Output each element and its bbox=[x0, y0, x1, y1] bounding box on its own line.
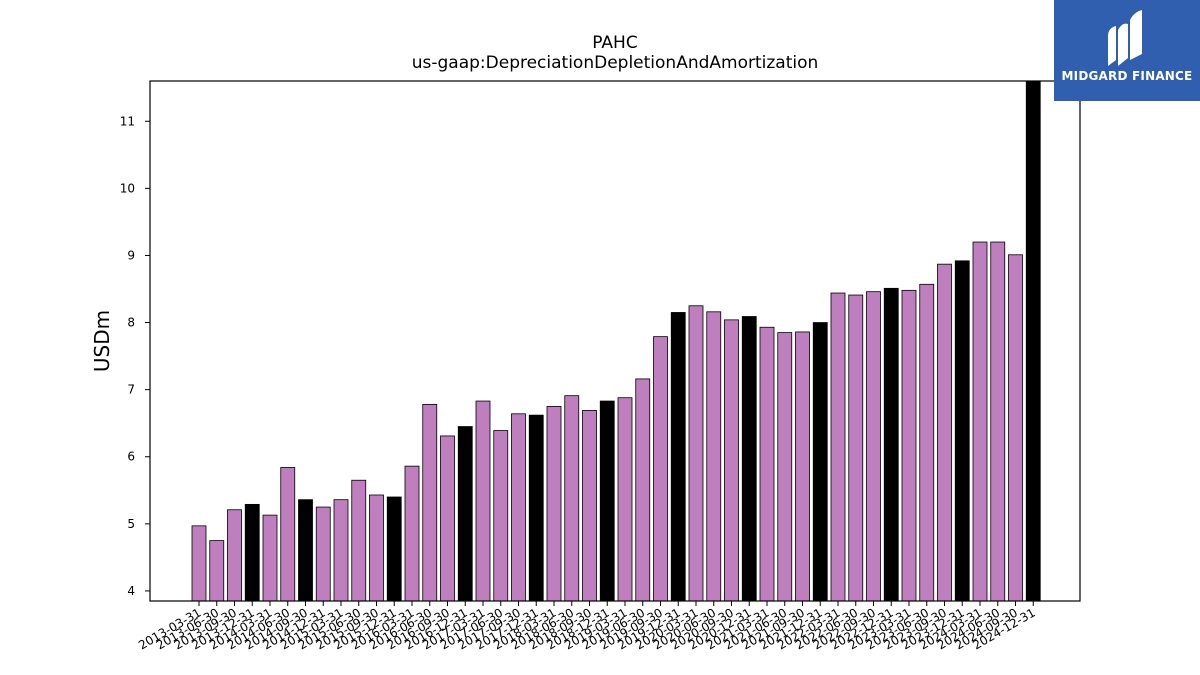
bar-2024-06-30 bbox=[990, 241, 1006, 602]
logo-mark-icon bbox=[1108, 10, 1142, 67]
bar-2022-09-30 bbox=[866, 291, 881, 602]
bar-2016-06-30 bbox=[422, 404, 438, 602]
bar-2014-12-31 bbox=[315, 506, 331, 602]
bar-2014-06-30 bbox=[280, 467, 296, 602]
bar-2020-09-30 bbox=[724, 319, 739, 602]
bar-2015-12-31 bbox=[386, 496, 402, 602]
bar-2017-03-31 bbox=[475, 400, 491, 602]
bar-2015-09-30 bbox=[369, 494, 384, 602]
bar-2018-12-31 bbox=[599, 400, 615, 602]
bar-2017-09-30 bbox=[511, 413, 526, 602]
bar-2019-06-30 bbox=[635, 378, 651, 602]
bar-2021-12-31 bbox=[812, 322, 828, 602]
bar-2017-06-30 bbox=[493, 430, 509, 602]
bar-2024-12-31 bbox=[1025, 80, 1041, 602]
bar-2019-03-31 bbox=[617, 397, 633, 602]
logo-text: MIDGARD FINANCE bbox=[1061, 69, 1193, 83]
chart-subtitle: us-gaap:DepreciationDepletionAndAmortiza… bbox=[412, 53, 819, 73]
bar-2022-03-31 bbox=[830, 292, 846, 602]
bar-2020-06-30 bbox=[706, 311, 722, 602]
bar-2014-09-30 bbox=[298, 499, 313, 602]
bar-2017-12-31 bbox=[528, 414, 544, 602]
bar-2016-09-30 bbox=[440, 435, 455, 602]
bar-2023-06-30 bbox=[919, 283, 935, 602]
bar-2015-03-31 bbox=[333, 499, 349, 602]
bars-group bbox=[191, 80, 1041, 602]
bar-2018-09-30 bbox=[582, 410, 597, 602]
y-tick-label: 7 bbox=[127, 383, 135, 397]
bar-2023-12-31 bbox=[954, 260, 970, 602]
bar-2021-06-30 bbox=[777, 332, 793, 602]
bar-2024-09-30 bbox=[1008, 254, 1023, 602]
bar-2023-03-31 bbox=[901, 289, 917, 602]
brand-logo: MIDGARD FINANCE bbox=[1054, 0, 1200, 101]
bar-2024-03-31 bbox=[972, 241, 988, 602]
bar-2019-09-30 bbox=[653, 336, 668, 602]
bar-2016-03-31 bbox=[404, 465, 420, 602]
bar-2018-06-30 bbox=[564, 395, 580, 602]
y-tick-label: 11 bbox=[120, 114, 135, 128]
y-tick-label: 6 bbox=[127, 450, 135, 464]
y-tick-label: 9 bbox=[127, 248, 135, 262]
bar-2015-06-30 bbox=[351, 479, 367, 602]
bar-2013-12-31 bbox=[244, 503, 260, 602]
bar-2014-03-31 bbox=[262, 514, 278, 602]
y-axis-label: USDm bbox=[90, 310, 114, 372]
bar-2020-12-31 bbox=[741, 316, 757, 602]
y-tick-label: 5 bbox=[127, 517, 135, 531]
bar-2018-03-31 bbox=[546, 406, 562, 602]
bar-2013-09-30 bbox=[227, 509, 242, 602]
y-tick-label: 4 bbox=[127, 584, 135, 598]
bar-2013-03-31 bbox=[191, 525, 207, 602]
bar-2022-12-31 bbox=[883, 287, 899, 602]
x-axis: 2013-03-312013-06-302013-09-302013-12-31… bbox=[136, 601, 1038, 652]
bar-2016-12-31 bbox=[457, 426, 473, 602]
y-tick-label: 10 bbox=[120, 181, 135, 195]
bar-2021-09-30 bbox=[795, 331, 810, 602]
chart-title: PAHC bbox=[592, 33, 637, 53]
y-tick-label: 8 bbox=[127, 316, 135, 330]
bar-2023-09-30 bbox=[937, 263, 952, 602]
bar-2022-06-30 bbox=[848, 294, 864, 602]
plot-frame bbox=[149, 80, 1081, 602]
bar-2021-03-31 bbox=[759, 326, 775, 602]
bar-2020-03-31 bbox=[688, 305, 704, 602]
bar-2013-06-30 bbox=[209, 540, 225, 602]
y-axis: 4 5 6 7 8 9 10 11 bbox=[120, 114, 150, 598]
bar-2019-12-31 bbox=[670, 312, 686, 602]
